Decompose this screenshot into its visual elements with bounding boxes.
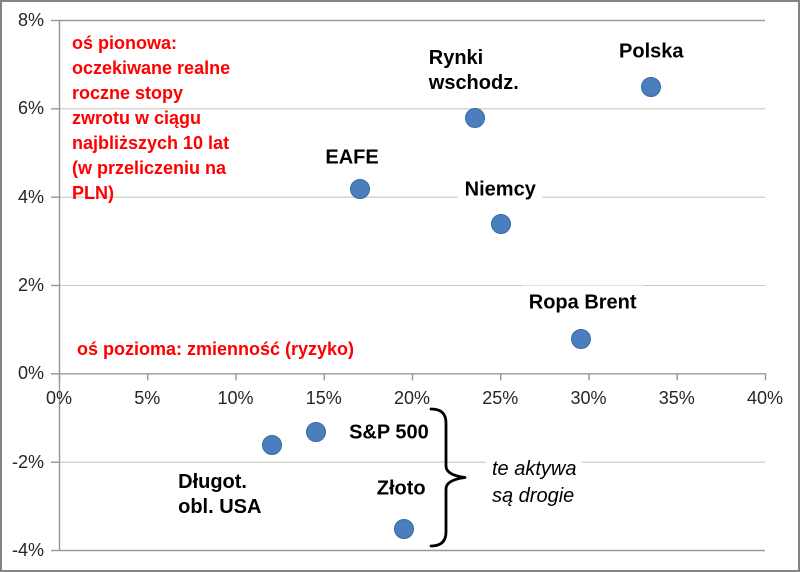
data-point: [491, 214, 512, 235]
data-point-label: Ropa Brent: [521, 285, 644, 321]
x-tick-label: 10%: [217, 388, 254, 408]
y-axis-annotation-line: zwrotu w ciągu: [72, 108, 202, 128]
data-point-label-line: obl. USA: [178, 496, 262, 518]
data-point-label: Polska: [612, 34, 691, 70]
x-tick-label: 25%: [482, 388, 519, 408]
expensive-assets-note: te aktywa są drogie: [486, 454, 583, 512]
data-point-label-line: Rynki: [428, 47, 484, 70]
x-tick-label: 5%: [134, 388, 161, 408]
data-point-label-line: S&P 500: [349, 421, 429, 444]
data-point-label: Długot. obl. USA: [171, 465, 269, 525]
data-point-label: Złoto: [369, 471, 433, 507]
x-tick-label: 35%: [658, 388, 695, 408]
y-axis-annotation: oś pionowa: oczekiwane realne roczne stopy…: [72, 31, 230, 206]
x-tick-label: 40%: [746, 388, 784, 408]
data-point-label-line: Długot.: [178, 471, 247, 493]
expensive-assets-note-line: te aktywa: [492, 458, 577, 480]
y-tick-label: 6%: [17, 98, 44, 119]
x-tick-label: 0%: [45, 388, 72, 408]
data-point-label-line: Polska: [619, 40, 684, 63]
y-tick-label: 8%: [17, 10, 44, 30]
x-tick-label: 30%: [570, 388, 607, 408]
y-axis-annotation-line: najbliższych 10 lat: [72, 133, 230, 153]
y-axis-annotation-line: oś pionowa:: [72, 33, 177, 53]
data-point-label-line: Złoto: [376, 477, 426, 500]
data-point: [350, 178, 371, 199]
y-tick-label: 2%: [17, 275, 44, 295]
curly-brace-shape: [429, 407, 467, 548]
x-tick-label: 15%: [305, 388, 342, 408]
data-point-label-line: Ropa Brent: [528, 291, 637, 314]
x-tick-label: 20%: [393, 388, 431, 408]
y-tick-label: 4%: [17, 186, 44, 207]
y-axis-annotation-line: roczne stopy: [72, 83, 184, 103]
data-point: [394, 518, 415, 539]
expensive-assets-note-line: są drogie: [492, 485, 575, 507]
y-tick-label: -4%: [11, 540, 44, 560]
data-point: [464, 108, 485, 129]
data-point-label: Rynki wschodz.: [421, 41, 526, 102]
data-point: [641, 77, 662, 98]
data-point: [261, 435, 282, 455]
data-point-label-line: Niemcy: [464, 178, 536, 201]
data-point-label-line: EAFE: [325, 146, 379, 169]
y-axis-annotation-line: oczekiwane realne: [72, 58, 231, 78]
data-point-label: EAFE: [318, 140, 386, 176]
data-point-label: Niemcy: [457, 172, 543, 208]
y-tick-label: -2%: [11, 451, 44, 472]
y-axis-annotation-line: PLN): [72, 183, 114, 203]
x-axis-annotation: oś pozioma: zmienność (ryzyko): [77, 339, 355, 359]
y-tick-label: 0%: [17, 363, 44, 384]
data-point-label: S&P 500: [342, 415, 436, 451]
data-point: [570, 329, 591, 349]
data-point-label-line: wschodz.: [428, 72, 519, 95]
y-axis-annotation-line: (w przeliczeniu na: [72, 158, 227, 178]
data-point: [305, 421, 326, 442]
